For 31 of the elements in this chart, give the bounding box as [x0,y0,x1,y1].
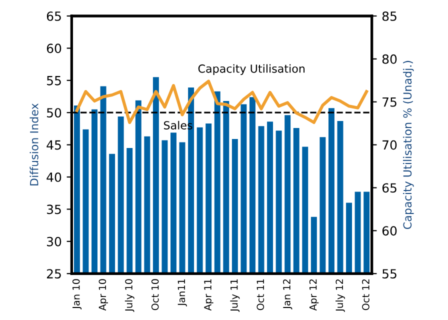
y2-tick-label: 65 [382,183,396,193]
x-tick-label: Jan11 [178,279,187,306]
y-tick-label: 40 [46,172,62,182]
y2-tick-label: 55 [382,269,396,279]
x-tick-label: July 10 [124,279,134,312]
x-tick-label: Oct 10 [151,279,159,310]
y2-tick-label: 80 [382,54,397,64]
x-tick-label: July 11 [230,279,240,312]
y-tick-label: 25 [46,269,61,279]
x-tick-label: Jan 10 [72,279,82,310]
x-tick-label: Apr 10 [98,279,108,311]
y2-tick-label: 60 [382,226,397,236]
x-tick-label: Apr 12 [309,279,319,311]
y-tick-label: 30 [47,236,62,246]
y-tick-label: 35 [47,204,61,214]
y-tick-label: 55 [47,76,61,86]
y-tick-label: 45 [46,140,61,150]
x-tick-label: Apr 11 [204,279,214,311]
y2-tick-label: 75 [382,98,396,107]
y-tick-label: 65 [46,11,61,21]
y2-tick-label: 70 [382,140,397,150]
y-tick-label: 60 [46,44,62,54]
y2-axis-title: Capacity Utilisation % (Unadj.) [403,60,414,230]
x-tick-label: Jan 12 [283,279,292,310]
y-tick-label: 50 [47,108,62,118]
y2-tick-label: 85 [382,11,396,21]
x-tick-label: July 12 [336,279,345,312]
x-tick-label: Oct 12 [362,279,370,310]
x-tick-label: Oct 11 [256,279,264,310]
y-axis-title: Diffusion Index [30,103,38,186]
series-label: Capacity Utilisation [198,64,305,75]
